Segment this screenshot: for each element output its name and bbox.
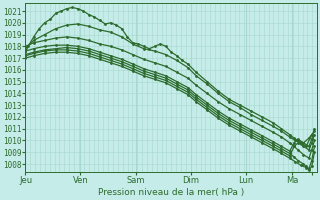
X-axis label: Pression niveau de la mer( hPa ): Pression niveau de la mer( hPa ) <box>98 188 244 197</box>
